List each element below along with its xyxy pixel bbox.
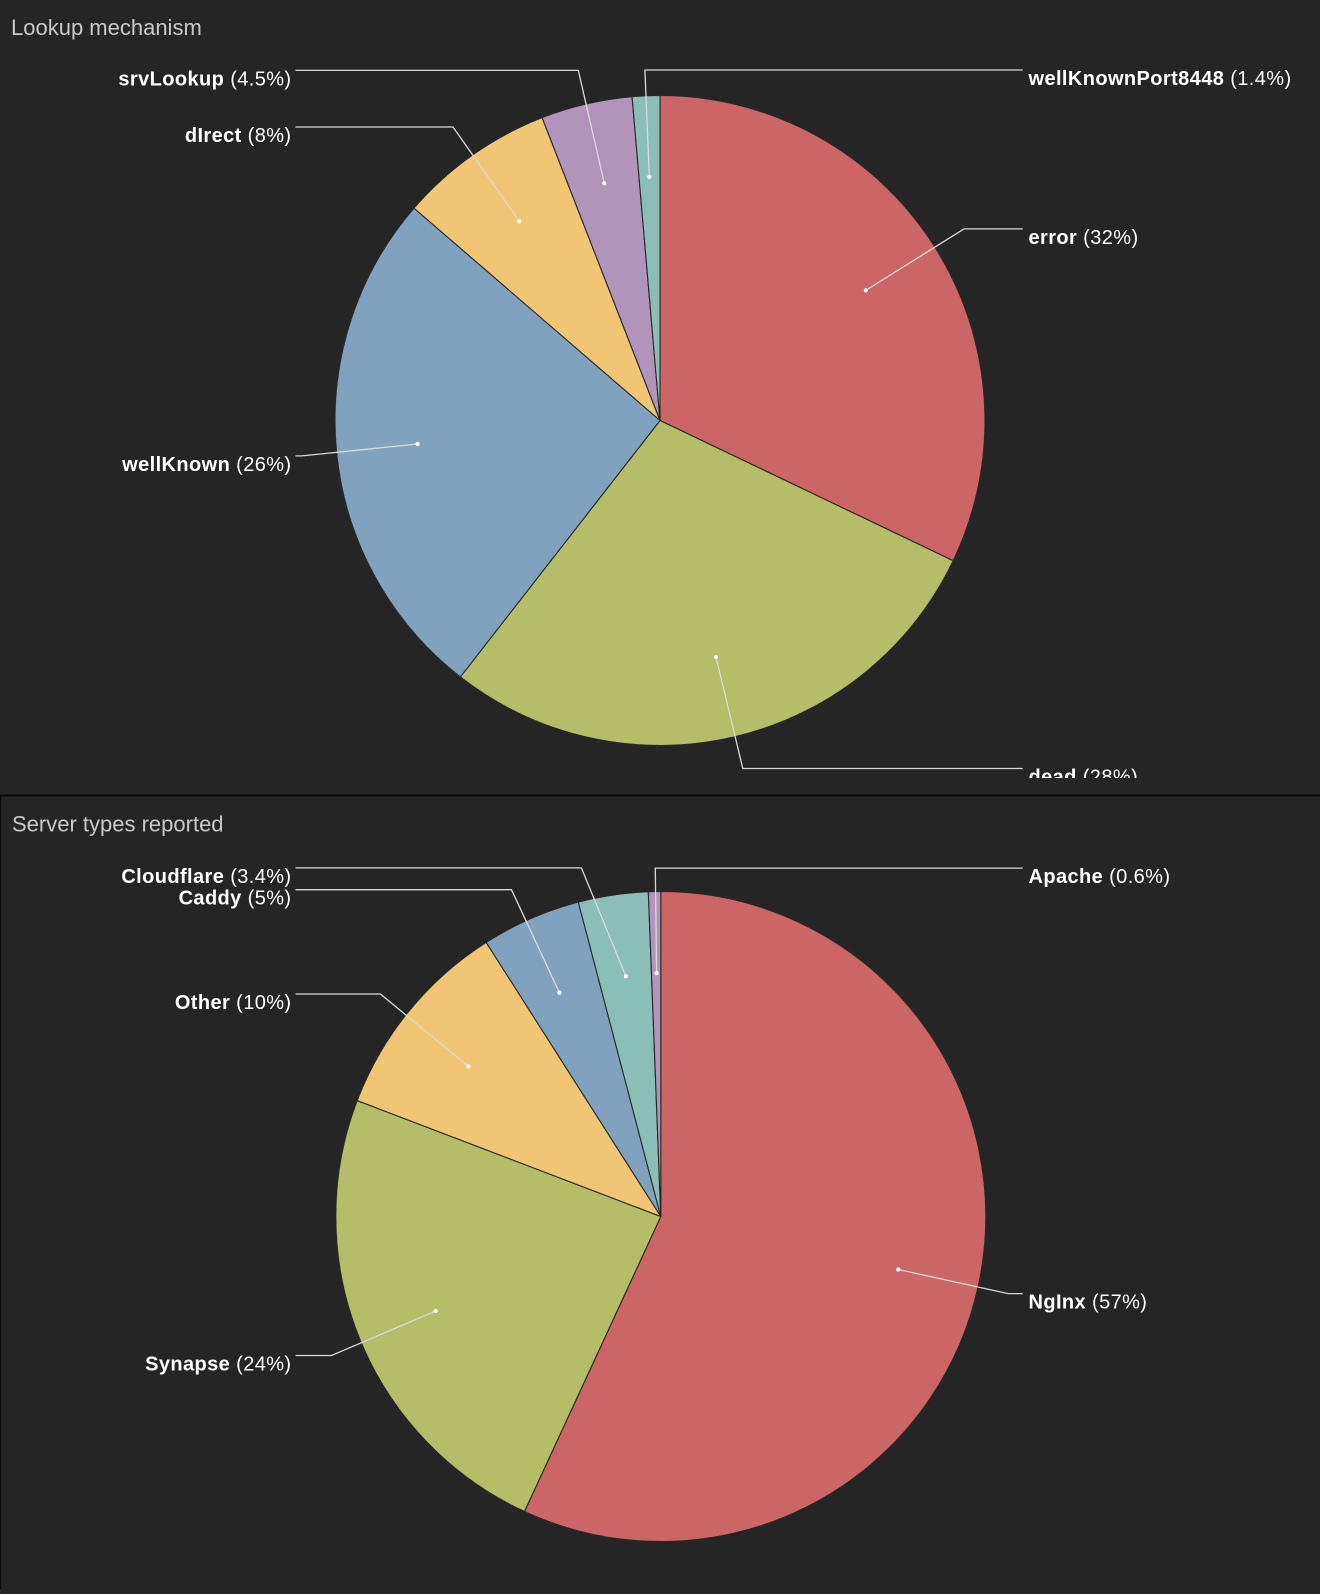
svg-text:srvLookup (4.5%): srvLookup (4.5%) — [118, 68, 291, 90]
svg-text:Caddy (5%): Caddy (5%) — [179, 888, 292, 910]
svg-text:Cloudflare (3.4%): Cloudflare (3.4%) — [121, 866, 291, 888]
svg-text:NgInx (57%): NgInx (57%) — [1029, 1292, 1148, 1314]
svg-text:dead (28%): dead (28%) — [1029, 767, 1139, 789]
svg-text:Synapse (24%): Synapse (24%) — [145, 1354, 291, 1376]
svg-text:dIrect (8%): dIrect (8%) — [185, 125, 292, 147]
svg-text:error (32%): error (32%) — [1029, 227, 1139, 249]
svg-text:Lookup mechanism: Lookup mechanism — [11, 15, 202, 40]
svg-text:wellKnownPort8448 (1.4%): wellKnownPort8448 (1.4%) — [1028, 68, 1292, 90]
svg-text:wellKnown (26%): wellKnown (26%) — [121, 454, 291, 476]
svg-text:Apache (0.6%): Apache (0.6%) — [1029, 866, 1171, 888]
svg-text:Other (10%): Other (10%) — [175, 992, 292, 1014]
svg-text:Server types reported: Server types reported — [12, 812, 224, 837]
